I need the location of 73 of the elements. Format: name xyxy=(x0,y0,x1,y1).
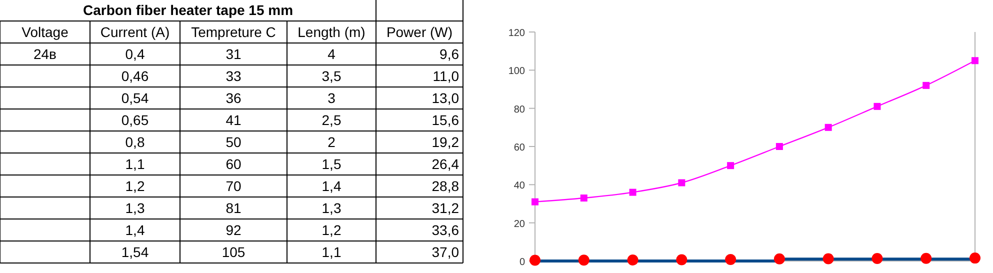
category-label: Voltage xyxy=(22,24,69,40)
y-tick-label: 60 xyxy=(514,142,526,154)
text: 36 xyxy=(226,90,242,106)
y-tick-label: 40 xyxy=(514,180,526,192)
text: 1,2 xyxy=(322,222,342,238)
point xyxy=(776,143,783,150)
text: 3,5 xyxy=(322,68,342,84)
point xyxy=(578,254,590,266)
text: 0,4 xyxy=(125,46,145,62)
text: 1,1 xyxy=(125,156,145,172)
point xyxy=(972,57,978,64)
point xyxy=(872,253,883,264)
category-label: Tempreture C xyxy=(191,24,276,40)
text: 1,4 xyxy=(125,222,145,238)
y-tick-label: 20 xyxy=(514,218,526,230)
text: 92 xyxy=(226,222,242,238)
point xyxy=(774,253,785,264)
y-tick-label: 80 xyxy=(514,104,526,116)
text: 1,4 xyxy=(322,178,342,194)
y-tick-label: 0 xyxy=(519,257,526,268)
category-label: Length (m) xyxy=(298,24,366,40)
text: 26,4 xyxy=(432,156,459,172)
text: 31 xyxy=(226,46,242,62)
text: 70 xyxy=(226,178,242,194)
text: 41 xyxy=(226,112,242,128)
text: 0,54 xyxy=(121,90,149,106)
point xyxy=(970,252,980,264)
text: 1,1 xyxy=(322,244,342,260)
text: Carbon fiber heater tape 15 mm xyxy=(82,2,294,18)
y-tick-label: 100 xyxy=(508,66,526,78)
point xyxy=(532,198,538,206)
text: 1,5 xyxy=(322,156,342,172)
text: 33,6 xyxy=(432,222,459,238)
text: 50 xyxy=(226,134,242,150)
text: 4 xyxy=(328,46,336,62)
text: 2 xyxy=(328,134,336,150)
point xyxy=(920,252,932,264)
text: 0,46 xyxy=(121,68,149,84)
text: 1,54 xyxy=(121,244,149,260)
text: 2,5 xyxy=(322,112,342,128)
text: 19,2 xyxy=(432,134,459,150)
text: 1,2 xyxy=(125,178,145,194)
text: 0,65 xyxy=(121,112,149,128)
text: 105 xyxy=(222,244,246,260)
text: 11,0 xyxy=(432,68,459,84)
category-label: Power (W) xyxy=(386,24,453,40)
category-label: Current (A) xyxy=(100,24,170,40)
point xyxy=(822,253,834,264)
point xyxy=(580,194,588,202)
text: 28,8 xyxy=(432,178,459,194)
point xyxy=(922,82,930,89)
point xyxy=(678,179,686,186)
text: 60 xyxy=(226,156,242,172)
text: 37,0 xyxy=(432,244,459,260)
text: 9,6 xyxy=(440,46,459,62)
text: 81 xyxy=(226,200,242,216)
point xyxy=(874,102,881,110)
text: 15,6 xyxy=(432,112,459,128)
point xyxy=(627,254,638,266)
point xyxy=(727,162,734,170)
text: 13,0 xyxy=(432,90,459,106)
point xyxy=(629,188,636,196)
text: 33 xyxy=(226,68,242,84)
point xyxy=(676,254,688,266)
text: 0,8 xyxy=(125,134,145,150)
point xyxy=(824,124,832,131)
text: 1,3 xyxy=(322,200,342,216)
point xyxy=(725,254,736,265)
text: 3 xyxy=(328,90,336,106)
text: 31,2 xyxy=(432,200,459,216)
text: 24в xyxy=(33,46,57,62)
text: 1,3 xyxy=(125,200,145,216)
y-tick-label: 120 xyxy=(508,28,526,39)
